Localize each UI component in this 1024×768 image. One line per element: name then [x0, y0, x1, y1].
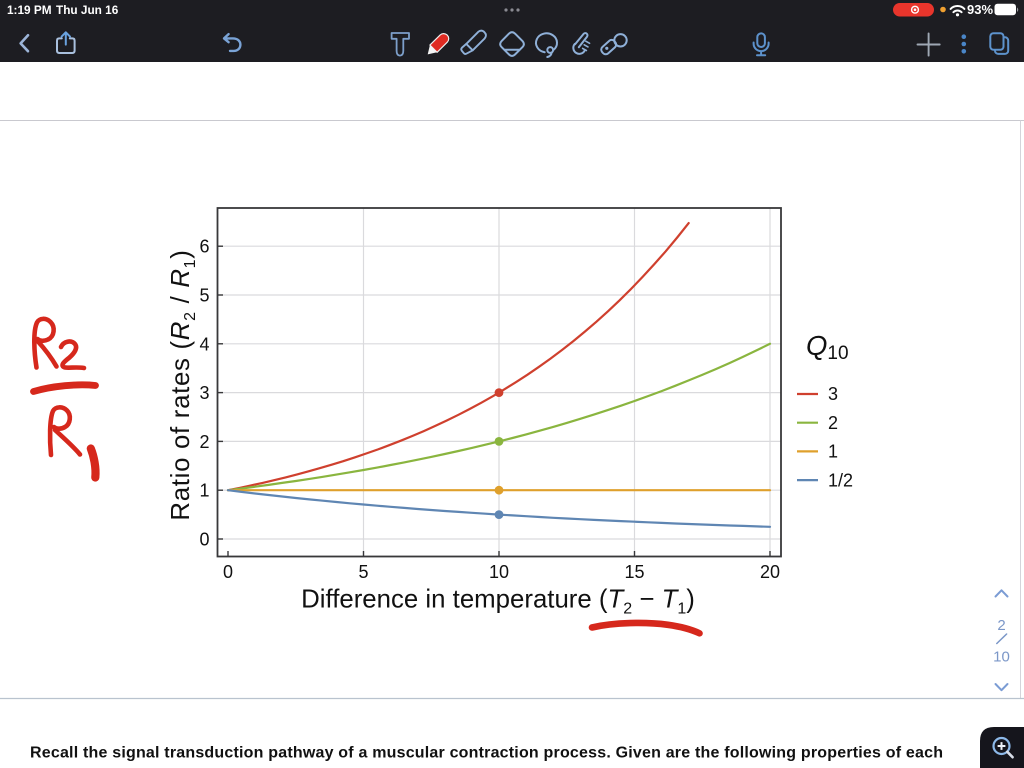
svg-text:0: 0 [223, 562, 233, 582]
svg-text:2: 2 [199, 432, 209, 452]
svg-text:5: 5 [358, 562, 368, 582]
svg-text:1:19 PM: 1:19 PM [7, 3, 52, 17]
svg-text:3: 3 [828, 384, 838, 404]
svg-text:5: 5 [199, 286, 209, 306]
svg-text:10: 10 [489, 562, 509, 582]
svg-text:Q10: Q10 [806, 330, 849, 364]
svg-text:2: 2 [828, 413, 838, 433]
svg-text:3: 3 [199, 383, 209, 403]
svg-text:15: 15 [624, 562, 644, 582]
svg-text:Difference in temperature (T2: Difference in temperature (T2 − T1) [301, 586, 695, 618]
svg-text:6: 6 [199, 237, 209, 257]
svg-text:2: 2 [997, 617, 1005, 634]
svg-text:1/2: 1/2 [828, 470, 853, 490]
svg-text:1: 1 [199, 481, 209, 501]
svg-text:1: 1 [828, 442, 838, 462]
svg-text:0: 0 [199, 530, 209, 550]
svg-text:20: 20 [760, 562, 780, 582]
svg-text:Thu Jun 16: Thu Jun 16 [56, 3, 119, 17]
svg-text:10: 10 [993, 649, 1010, 666]
svg-text:93%: 93% [967, 2, 993, 17]
svg-text:4: 4 [199, 334, 209, 354]
svg-text:Recall the signal transduction: Recall the signal transduction pathway o… [30, 745, 943, 762]
svg-text:Ratio of rates (R2 / R1): Ratio of rates (R2 / R1) [167, 249, 199, 520]
